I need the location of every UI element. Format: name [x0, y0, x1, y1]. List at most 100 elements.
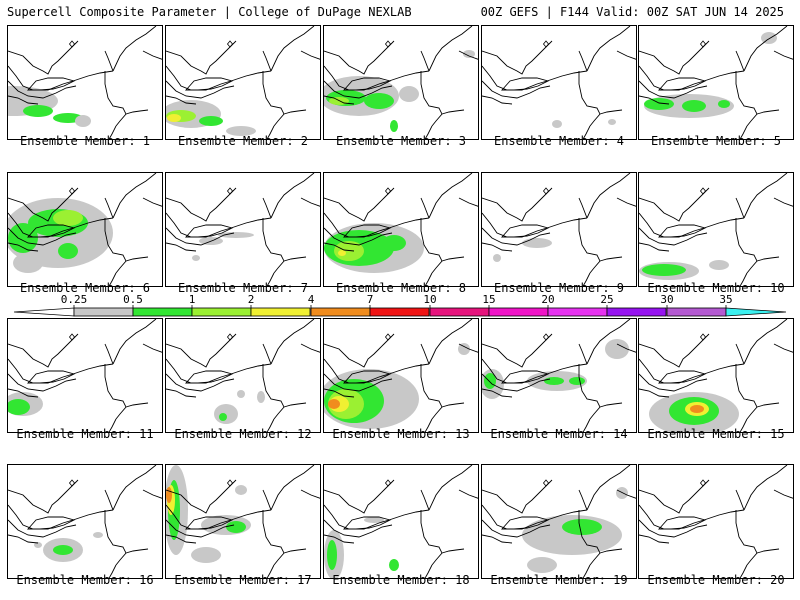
colorbar-tick-label: 35 [719, 293, 732, 306]
map-boundary-line-11 [582, 125, 591, 139]
map-panel-member-6[interactable] [7, 172, 163, 287]
map-boundary-line-7 [420, 50, 430, 72]
map-panel-member-1[interactable] [7, 25, 163, 140]
map-boundary-line-9 [300, 50, 320, 60]
map-boundary-line-4 [342, 224, 392, 238]
map-boundary-line-5 [639, 534, 670, 544]
scp-contour-member-5-5 [761, 32, 777, 44]
map-boundary-line-3 [8, 227, 77, 246]
scp-contour-member-9-2 [522, 238, 552, 248]
map-boundary-line-11 [424, 418, 433, 432]
map-boundary-line-1 [482, 40, 553, 75]
map-boundary-line-1 [324, 187, 395, 222]
map-panel-member-4[interactable] [481, 25, 637, 140]
map-panel-member-3[interactable] [323, 25, 479, 140]
map-boundary-line-8 [420, 71, 443, 127]
map-boundary-line-10 [756, 256, 780, 262]
map-boundary-line-1 [639, 187, 710, 222]
island-marker-icon [226, 333, 234, 341]
map-panel-member-20[interactable] [638, 464, 794, 579]
map-boundary-line-4 [500, 224, 550, 238]
member-label-16: Ensemble Member: 16 [16, 573, 154, 587]
map-boundary-line-7 [420, 489, 430, 511]
map-boundary-line-4 [26, 516, 76, 530]
map-panel-member-19[interactable] [481, 464, 637, 579]
map-panel-member-12[interactable] [165, 318, 321, 433]
map-boundary-line-2 [8, 65, 114, 91]
map-boundary-line-10 [756, 402, 780, 408]
map-boundary-line-7 [735, 197, 745, 219]
map-panel-member-8[interactable] [323, 172, 479, 287]
map-boundary-line-3 [166, 373, 235, 392]
island-marker-icon [68, 187, 76, 195]
island-marker-icon [226, 187, 234, 195]
map-boundary-line-6 [112, 173, 157, 219]
map-boundary-line-4 [342, 77, 392, 91]
map-boundary-line-8 [735, 510, 758, 566]
colorbar-segment-30 [666, 307, 727, 317]
map-boundary-line-5 [639, 95, 670, 105]
map-boundary-line-7 [578, 489, 588, 511]
colorbar-segment-15 [488, 307, 549, 317]
scp-contour-member-3-4 [364, 93, 394, 109]
map-boundary-line-10 [756, 109, 780, 115]
map-canvas-member-16 [8, 465, 162, 578]
map-panel-member-2[interactable] [165, 25, 321, 140]
map-boundary-line-3 [482, 227, 551, 246]
map-boundary-line-3 [639, 227, 708, 246]
scp-contour-member-3-5 [399, 86, 419, 102]
map-boundary-line-5 [8, 95, 39, 105]
map-panel-member-11[interactable] [7, 318, 163, 433]
map-boundary-line-8 [262, 218, 285, 274]
map-canvas-member-13 [324, 319, 478, 432]
map-boundary-line-10 [125, 548, 149, 554]
scp-contour-member-16-4 [93, 532, 103, 538]
map-canvas-member-11 [8, 319, 162, 432]
map-panel-member-14[interactable] [481, 318, 637, 433]
map-boundary-line-2 [324, 65, 430, 91]
map-boundary-line-2 [482, 358, 588, 384]
map-panel-member-17[interactable] [165, 464, 321, 579]
map-boundary-line-3 [8, 80, 77, 99]
map-panel-member-18[interactable] [323, 464, 479, 579]
map-panel-member-10[interactable] [638, 172, 794, 287]
map-boundary-line-1 [639, 333, 710, 368]
map-boundary-line-5 [324, 534, 355, 544]
colorbar-segment-20 [547, 307, 608, 317]
scp-contour-member-4-1 [552, 120, 562, 128]
map-boundary-line-2 [166, 358, 272, 384]
map-panel-member-7[interactable] [165, 172, 321, 287]
valid-time: 00Z GEFS | F144 Valid: 00Z SAT JUN 14 20… [480, 5, 784, 19]
colorbar-tick-label: 0.5 [123, 293, 143, 306]
colorbar-segment-2 [250, 307, 311, 317]
map-boundary-line-7 [104, 50, 114, 72]
map-boundary-line-5 [166, 534, 197, 544]
map-panel-member-15[interactable] [638, 318, 794, 433]
map-boundary-line-10 [125, 256, 149, 262]
map-boundary-line-6 [112, 319, 157, 365]
map-canvas-member-5 [639, 26, 793, 139]
island-marker-icon [542, 333, 550, 341]
map-boundary-line-10 [125, 402, 149, 408]
map-canvas-member-6 [8, 173, 162, 286]
map-boundary-line-1 [482, 187, 553, 222]
scp-contour-member-11-2 [8, 399, 30, 415]
map-panel-member-13[interactable] [323, 318, 479, 433]
scp-contour-member-19-4 [527, 557, 557, 573]
map-boundary-line-2 [324, 358, 430, 384]
map-boundary-line-11 [582, 564, 591, 578]
scp-contour-member-6-2 [8, 223, 38, 253]
map-panel-member-16[interactable] [7, 464, 163, 579]
map-boundary-line-2 [166, 504, 272, 530]
island-marker-icon [699, 479, 707, 487]
map-panel-member-9[interactable] [481, 172, 637, 287]
map-boundary-line-5 [482, 95, 513, 105]
map-boundary-line-2 [639, 212, 745, 238]
map-boundary-line-11 [266, 564, 275, 578]
map-panel-member-5[interactable] [638, 25, 794, 140]
map-boundary-line-2 [482, 65, 588, 91]
map-boundary-line-3 [639, 373, 708, 392]
map-boundary-line-9 [458, 343, 478, 353]
map-boundary-line-5 [324, 242, 355, 252]
map-boundary-line-4 [26, 370, 76, 384]
